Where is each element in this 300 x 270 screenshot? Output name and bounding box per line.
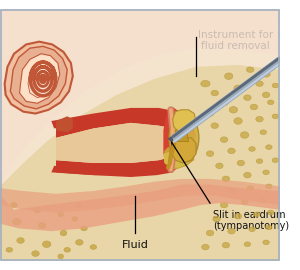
Polygon shape — [56, 157, 177, 175]
Ellipse shape — [256, 159, 263, 163]
Polygon shape — [0, 179, 280, 212]
Polygon shape — [0, 46, 280, 261]
Ellipse shape — [262, 92, 270, 98]
Ellipse shape — [38, 223, 46, 228]
Ellipse shape — [11, 203, 17, 207]
Text: Instrument for
fluid removal: Instrument for fluid removal — [198, 29, 273, 51]
Polygon shape — [164, 147, 194, 170]
Ellipse shape — [272, 83, 279, 88]
Ellipse shape — [234, 85, 242, 92]
Ellipse shape — [272, 114, 279, 119]
Polygon shape — [0, 9, 280, 196]
Polygon shape — [51, 160, 179, 177]
Ellipse shape — [237, 160, 244, 166]
Ellipse shape — [211, 90, 218, 96]
Ellipse shape — [263, 170, 269, 175]
Ellipse shape — [58, 212, 64, 217]
Polygon shape — [0, 184, 280, 231]
Ellipse shape — [247, 67, 254, 72]
Ellipse shape — [81, 226, 87, 231]
Text: Fluid: Fluid — [122, 241, 149, 251]
Ellipse shape — [76, 239, 83, 245]
Polygon shape — [28, 62, 57, 98]
Ellipse shape — [169, 113, 199, 162]
Ellipse shape — [249, 227, 255, 232]
Ellipse shape — [216, 163, 223, 168]
Ellipse shape — [268, 100, 274, 105]
Polygon shape — [51, 108, 187, 129]
Ellipse shape — [266, 184, 272, 189]
Polygon shape — [176, 130, 189, 141]
Ellipse shape — [76, 203, 83, 207]
Polygon shape — [167, 136, 173, 143]
Ellipse shape — [206, 151, 214, 157]
Ellipse shape — [32, 251, 39, 256]
Polygon shape — [5, 42, 73, 113]
Ellipse shape — [224, 73, 233, 79]
Polygon shape — [164, 151, 191, 168]
Polygon shape — [173, 110, 196, 132]
Ellipse shape — [244, 172, 251, 178]
Ellipse shape — [64, 248, 70, 252]
Ellipse shape — [266, 145, 272, 150]
Ellipse shape — [262, 72, 270, 77]
Ellipse shape — [13, 218, 21, 225]
Ellipse shape — [266, 225, 272, 230]
Text: Slit in eardrum
(tympanotomy): Slit in eardrum (tympanotomy) — [213, 210, 289, 231]
Ellipse shape — [220, 99, 228, 106]
Ellipse shape — [263, 240, 269, 245]
Ellipse shape — [6, 248, 13, 252]
Polygon shape — [0, 9, 280, 186]
Ellipse shape — [201, 80, 210, 87]
Ellipse shape — [43, 241, 51, 248]
Ellipse shape — [249, 147, 255, 151]
Ellipse shape — [228, 148, 235, 154]
Polygon shape — [172, 138, 196, 163]
Ellipse shape — [220, 137, 228, 143]
Ellipse shape — [247, 186, 253, 191]
Ellipse shape — [60, 230, 67, 236]
Ellipse shape — [228, 188, 235, 194]
Ellipse shape — [228, 228, 235, 234]
Ellipse shape — [240, 132, 249, 138]
Polygon shape — [56, 116, 73, 132]
Ellipse shape — [272, 158, 279, 163]
Ellipse shape — [260, 198, 266, 203]
Ellipse shape — [202, 244, 209, 250]
Ellipse shape — [34, 207, 41, 212]
Ellipse shape — [234, 118, 242, 124]
Ellipse shape — [241, 200, 248, 205]
Ellipse shape — [256, 81, 263, 86]
Ellipse shape — [268, 210, 274, 215]
Ellipse shape — [58, 254, 64, 259]
Polygon shape — [10, 46, 67, 109]
Polygon shape — [56, 123, 177, 163]
Ellipse shape — [220, 202, 228, 208]
Ellipse shape — [213, 216, 220, 222]
Ellipse shape — [244, 242, 251, 247]
Ellipse shape — [254, 212, 260, 217]
Ellipse shape — [72, 217, 77, 221]
Ellipse shape — [206, 230, 214, 236]
Polygon shape — [56, 113, 177, 138]
Ellipse shape — [206, 111, 214, 116]
Ellipse shape — [222, 176, 230, 182]
Ellipse shape — [222, 242, 230, 248]
Ellipse shape — [234, 213, 242, 219]
Ellipse shape — [90, 245, 97, 249]
Polygon shape — [20, 54, 60, 103]
Ellipse shape — [260, 130, 266, 134]
Ellipse shape — [211, 123, 218, 129]
Ellipse shape — [17, 238, 24, 243]
Polygon shape — [164, 107, 196, 166]
Ellipse shape — [256, 116, 263, 122]
Ellipse shape — [244, 95, 251, 100]
Ellipse shape — [250, 104, 258, 110]
Ellipse shape — [229, 107, 238, 113]
Polygon shape — [135, 102, 280, 261]
